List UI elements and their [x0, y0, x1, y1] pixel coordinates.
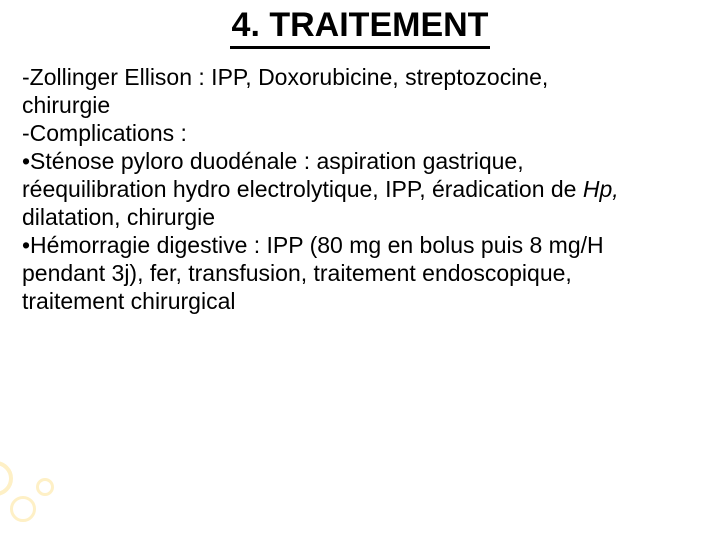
decorative-ring-icon — [10, 496, 36, 522]
line-hemorragie-3: traitement chirurgical — [22, 287, 698, 315]
line-stenose-3: dilatation, chirurgie — [22, 203, 698, 231]
line-zollinger-1: -Zollinger Ellison : IPP, Doxorubicine, … — [22, 63, 698, 91]
line-stenose-2: réequilibration hydro electrolytique, IP… — [22, 175, 698, 203]
decorative-ring-icon — [0, 461, 13, 496]
slide-title: 4. TRAITEMENT — [230, 8, 491, 49]
slide-body: -Zollinger Ellison : IPP, Doxorubicine, … — [22, 63, 698, 315]
line-stenose-2-italic: Hp, — [583, 176, 619, 202]
slide-container: 4. TRAITEMENT -Zollinger Ellison : IPP, … — [0, 0, 720, 540]
line-hemorragie-1: •Hémorragie digestive : IPP (80 mg en bo… — [22, 231, 698, 259]
line-stenose-2-plain: réequilibration hydro electrolytique, IP… — [22, 176, 583, 202]
line-stenose-1: •Sténose pyloro duodénale : aspiration g… — [22, 147, 698, 175]
line-hemorragie-2: pendant 3j), fer, transfusion, traitemen… — [22, 259, 698, 287]
line-zollinger-2: chirurgie — [22, 91, 698, 119]
decorative-ring-icon — [36, 478, 54, 496]
line-complications: -Complications : — [22, 119, 698, 147]
